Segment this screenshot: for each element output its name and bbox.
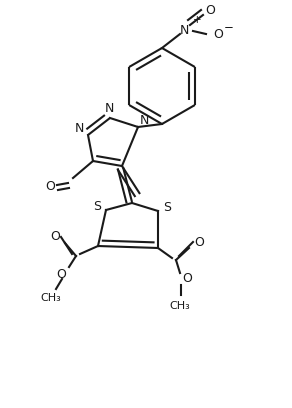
Text: CH₃: CH₃ xyxy=(170,301,190,311)
Text: O: O xyxy=(45,180,55,193)
Text: S: S xyxy=(93,200,101,213)
Text: −: − xyxy=(224,20,234,33)
Text: O: O xyxy=(56,268,66,281)
Text: O: O xyxy=(182,273,192,286)
Text: N: N xyxy=(139,115,149,127)
Text: O: O xyxy=(213,27,223,40)
Text: N: N xyxy=(104,102,114,115)
Text: O: O xyxy=(50,229,60,242)
Text: N: N xyxy=(74,122,84,135)
Text: O: O xyxy=(194,235,204,248)
Text: +: + xyxy=(193,15,201,25)
Text: N: N xyxy=(179,24,189,36)
Text: O: O xyxy=(205,4,215,18)
Text: S: S xyxy=(163,200,171,213)
Text: CH₃: CH₃ xyxy=(41,293,61,303)
